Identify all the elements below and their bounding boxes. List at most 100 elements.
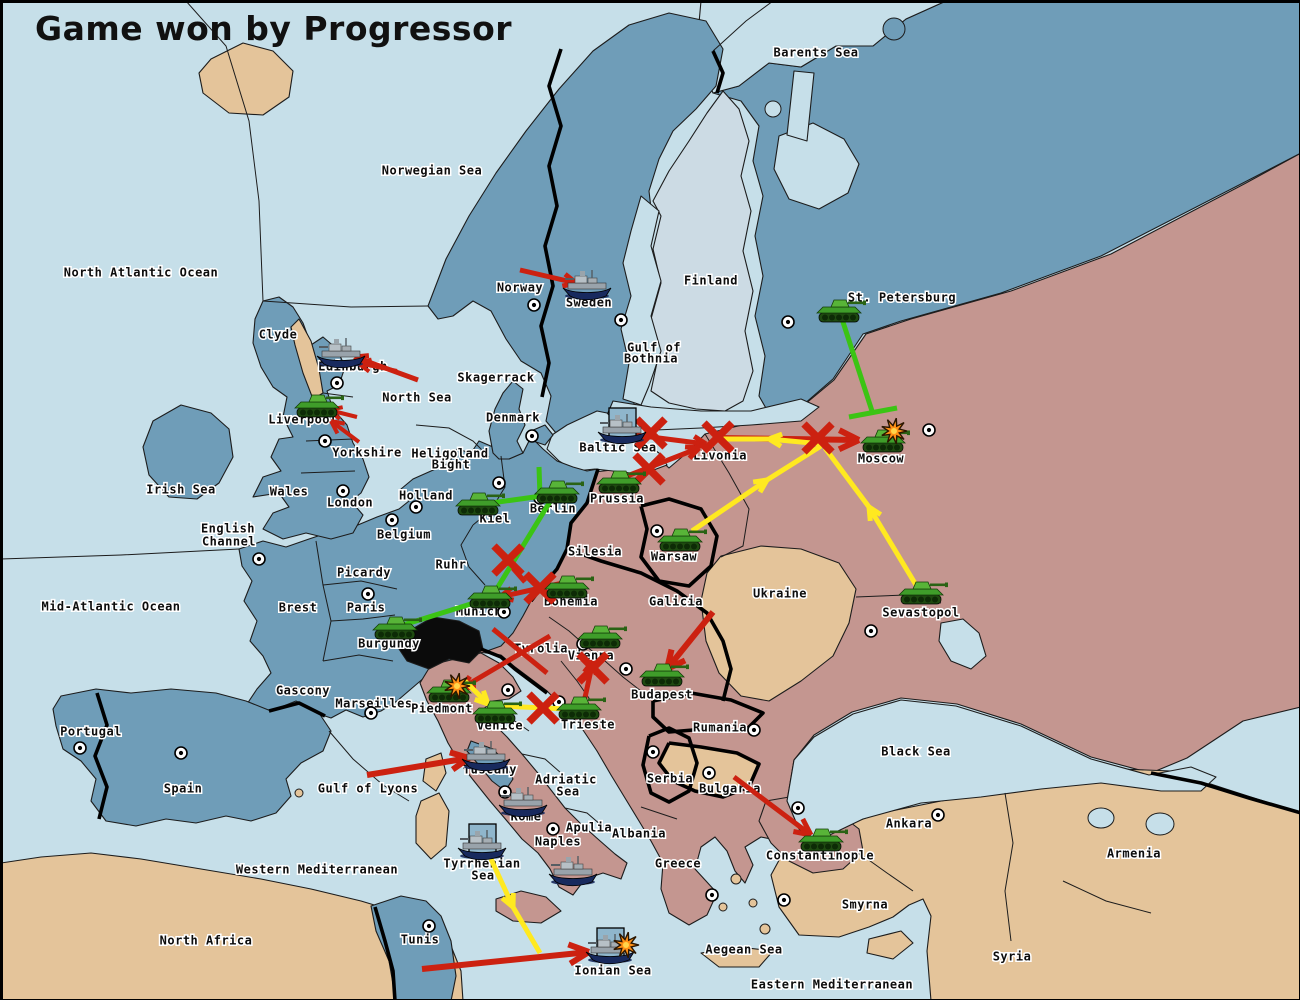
map-label-galicia: Galicia	[649, 595, 703, 609]
island	[718, 902, 728, 912]
support-line	[848, 405, 898, 420]
national-border	[1150, 771, 1299, 815]
fleet-unit-tuscany[interactable]	[461, 741, 511, 772]
explosion-icon	[881, 417, 908, 445]
region-border	[262, 300, 429, 308]
map-label-apulia: Apulia	[566, 821, 612, 835]
map-label-skagerrack: Skagerrack	[457, 371, 535, 385]
region-border	[704, 433, 750, 558]
supply-center-budapest	[619, 662, 633, 676]
supply-center-paris	[361, 587, 375, 601]
region-border	[415, 424, 490, 458]
region-iceland	[198, 42, 294, 116]
region-ireland	[142, 404, 234, 500]
region-border	[330, 614, 396, 622]
army-unit-liverpool[interactable]	[294, 394, 344, 418]
region-finland	[650, 90, 754, 412]
army-unit-warsaw[interactable]	[657, 528, 707, 552]
order-arrow-red	[329, 419, 361, 444]
supply-center-marseilles	[364, 706, 378, 720]
army-unit-constantinople[interactable]	[798, 828, 848, 852]
supply-center-st-petersburg	[781, 315, 795, 329]
army-unit-prussia[interactable]	[596, 470, 646, 494]
map-label-budapest: Budapest	[631, 688, 693, 702]
failed-order-x	[801, 421, 835, 455]
lake-armenia	[1145, 812, 1175, 836]
region-border	[300, 470, 356, 474]
fleet-unit-naples[interactable]	[548, 856, 598, 887]
failed-order-x	[634, 416, 668, 450]
region-cyprus	[866, 930, 914, 960]
fleet-unit-tyrrhenian-sea[interactable]	[457, 830, 507, 861]
map-label-piedmont: Piedmont	[411, 702, 473, 716]
army-unit-munich[interactable]	[467, 585, 517, 609]
army-unit-trieste[interactable]	[556, 696, 606, 720]
failed-order-x	[491, 543, 525, 577]
map-label-syria: Syria	[993, 950, 1032, 964]
supply-center-kiel	[492, 476, 506, 490]
map-label-black-sea: Black Sea	[881, 745, 951, 759]
order-arrow-red	[421, 941, 591, 972]
army-unit-sevastopol[interactable]	[898, 581, 948, 605]
region-border	[712, 1, 774, 52]
fleet-unit-rome[interactable]	[498, 787, 548, 818]
map-label-heligoland: Heligoland	[411, 447, 488, 461]
map-label-adriatic: Adriatic	[535, 773, 597, 787]
failed-order-x	[576, 651, 610, 685]
army-unit-berlin[interactable]	[534, 480, 584, 504]
map-label-sevastopol: Sevastopol	[882, 606, 959, 620]
region-iberia	[52, 688, 332, 827]
national-border	[657, 741, 761, 799]
explosion-icon	[444, 672, 471, 700]
map-label-prussia: Prussia	[590, 492, 644, 506]
fleet-unit-ionian-sea[interactable]	[585, 934, 635, 965]
map-label-channel: Channel	[202, 535, 256, 549]
fleet-unit-baltic-sea[interactable]	[597, 414, 647, 445]
supply-center-denmark	[525, 429, 539, 443]
region-sardinia	[415, 792, 450, 860]
national-border	[539, 48, 563, 398]
map-label-tunis: Tunis	[401, 933, 440, 947]
supply-center-spain	[174, 746, 188, 760]
region-border	[460, 524, 486, 586]
army-unit-burgundy[interactable]	[372, 616, 422, 640]
map-label-wales: Wales	[270, 485, 309, 499]
lake-armenia	[1087, 807, 1115, 829]
support-line	[839, 318, 875, 412]
national-border	[639, 497, 719, 588]
map-label-bothnia: Bothnia	[624, 352, 678, 366]
army-unit-st-petersburg[interactable]	[816, 299, 866, 323]
army-unit-bohemia[interactable]	[544, 575, 594, 599]
map-label-naples: Naples	[535, 835, 581, 849]
map-label-smyrna: Smyrna	[842, 898, 888, 912]
map-label-denmark: Denmark	[486, 411, 540, 425]
army-unit-venice[interactable]	[472, 700, 522, 724]
explosion-icon	[613, 931, 640, 959]
supply-center-warsaw	[650, 524, 664, 538]
map-label-paris: Paris	[347, 601, 386, 615]
supply-center-ankara	[931, 808, 945, 822]
region-border	[315, 540, 332, 662]
map-label-north-sea: North Sea	[382, 391, 452, 405]
supply-center-venice	[501, 683, 515, 697]
map-label-clyde: Clyde	[259, 328, 298, 342]
army-unit-vienna[interactable]	[577, 625, 627, 649]
fleet-unit-sweden[interactable]	[562, 270, 612, 301]
region-border	[564, 807, 602, 826]
map-label-gulf-of-lyons: Gulf of Lyons	[318, 782, 418, 796]
army-unit-budapest[interactable]	[639, 663, 689, 687]
army-unit-kiel[interactable]	[455, 492, 505, 516]
fleet-unit-edinburgh[interactable]	[316, 338, 366, 369]
region-border	[521, 753, 562, 774]
region-border	[586, 646, 642, 692]
map-label-gulf-of: Gulf of	[627, 341, 681, 355]
lake-ladoga	[764, 100, 782, 118]
region-switzerland	[396, 616, 484, 670]
order-arrow-yellow	[498, 703, 568, 712]
island	[294, 788, 304, 798]
game-result-title: Game won by Progressor	[35, 9, 513, 48]
national-border	[480, 647, 549, 695]
supply-center-portugal	[73, 741, 87, 755]
supply-center-constantinople	[791, 801, 805, 815]
